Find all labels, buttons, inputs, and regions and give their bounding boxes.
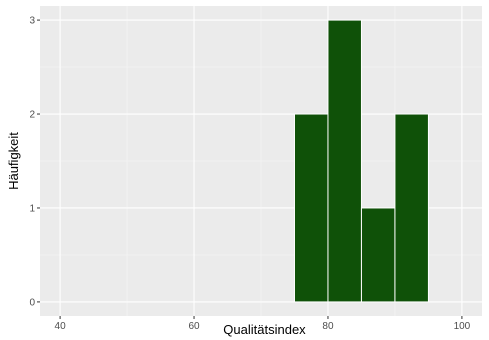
histogram-bar <box>394 113 429 303</box>
y-axis-title: Häufigkeit <box>6 132 21 190</box>
x-axis-title: Qualitätsindex <box>223 322 306 337</box>
y-tick-label: 0 <box>29 297 35 308</box>
x-axis-ticks: 40 60 80 100 <box>55 316 471 332</box>
y-tick-label: 3 <box>29 16 35 27</box>
y-axis-ticks: 0 1 2 3 <box>29 16 40 308</box>
histogram-bar <box>360 207 396 303</box>
x-tick-label: 40 <box>55 321 67 332</box>
x-tick-label: 60 <box>188 321 200 332</box>
y-tick-label: 1 <box>29 203 35 214</box>
x-tick-label: 100 <box>454 321 471 332</box>
histogram-bar <box>327 19 362 303</box>
y-tick-label: 2 <box>29 110 35 121</box>
histogram-bars <box>293 19 429 303</box>
histogram-bar <box>293 113 329 303</box>
x-tick-label: 80 <box>322 321 334 332</box>
